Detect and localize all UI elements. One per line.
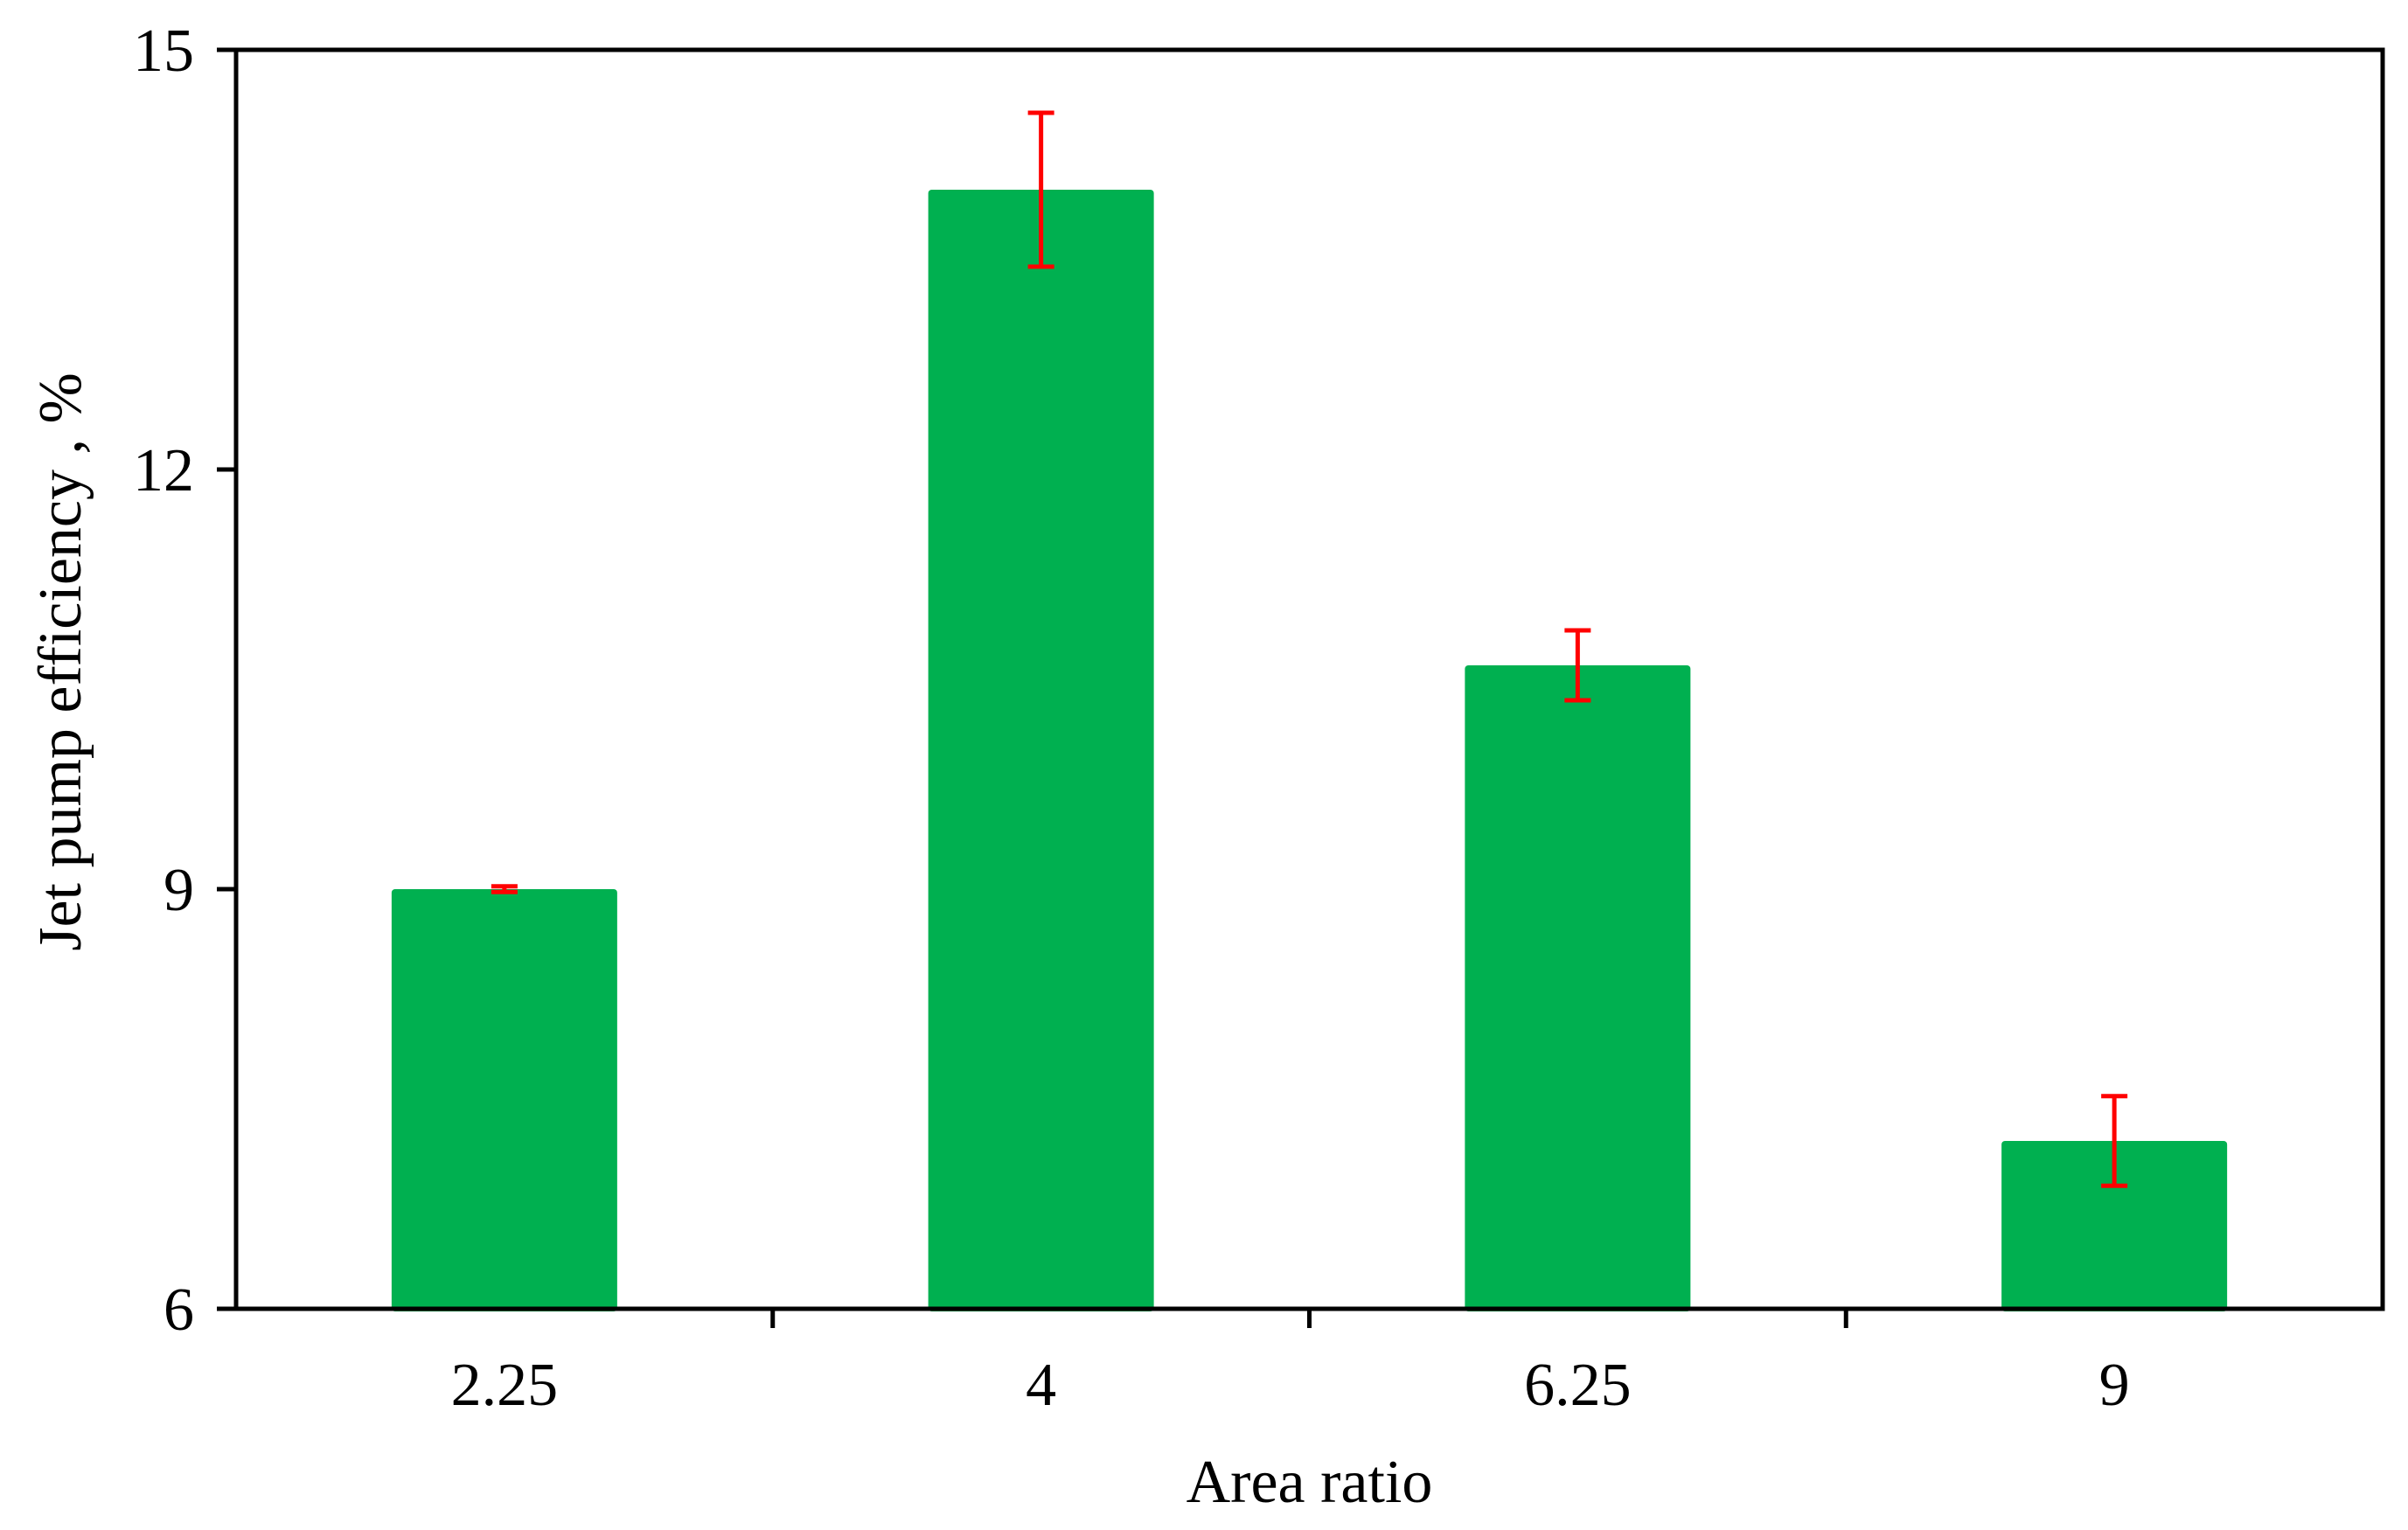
axis-ticks-group	[217, 47, 1848, 1328]
bar-6.25	[1465, 665, 1691, 1311]
y-tick-label: 15	[133, 17, 194, 85]
y-tick-label: 6	[164, 1276, 194, 1344]
error-bar-9	[2101, 1094, 2128, 1188]
x-tick-label: 6.25	[1524, 1352, 1632, 1419]
y-axis-label: Jet pump efficiency , %	[27, 372, 94, 951]
error-bar-2.25	[491, 884, 518, 894]
bar-4	[928, 190, 1154, 1311]
bar-9	[2001, 1141, 2228, 1311]
bars-group	[391, 190, 2228, 1311]
y-tick-label: 9	[164, 857, 194, 924]
error-bar-6.25	[1564, 628, 1591, 703]
error-bar-4	[1027, 110, 1054, 269]
bar-2.25	[391, 889, 617, 1311]
x-tick-labels: 2.25 4 6.25 9	[451, 1352, 2130, 1419]
x-tick-label: 4	[1026, 1352, 1056, 1419]
x-tick-label: 9	[2099, 1352, 2130, 1419]
error-bars-group	[491, 110, 2128, 1188]
y-tick-label: 12	[133, 437, 194, 504]
y-tick-labels: 6 9 12 15	[133, 17, 194, 1344]
x-tick-label: 2.25	[451, 1352, 559, 1419]
x-axis-label: Area ratio	[1187, 1449, 1433, 1516]
